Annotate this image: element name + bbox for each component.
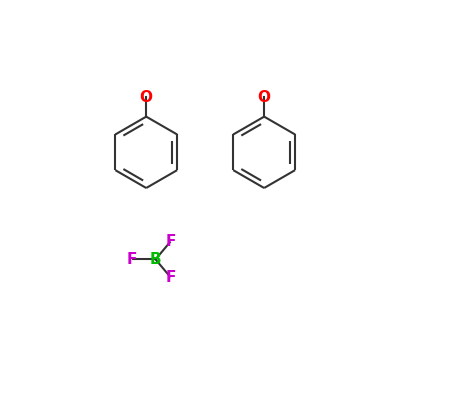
Text: F: F — [127, 252, 137, 267]
Text: O: O — [258, 90, 271, 105]
Text: O: O — [140, 90, 153, 105]
Text: F: F — [165, 270, 176, 285]
Text: B: B — [150, 252, 161, 267]
Text: F: F — [165, 234, 176, 249]
